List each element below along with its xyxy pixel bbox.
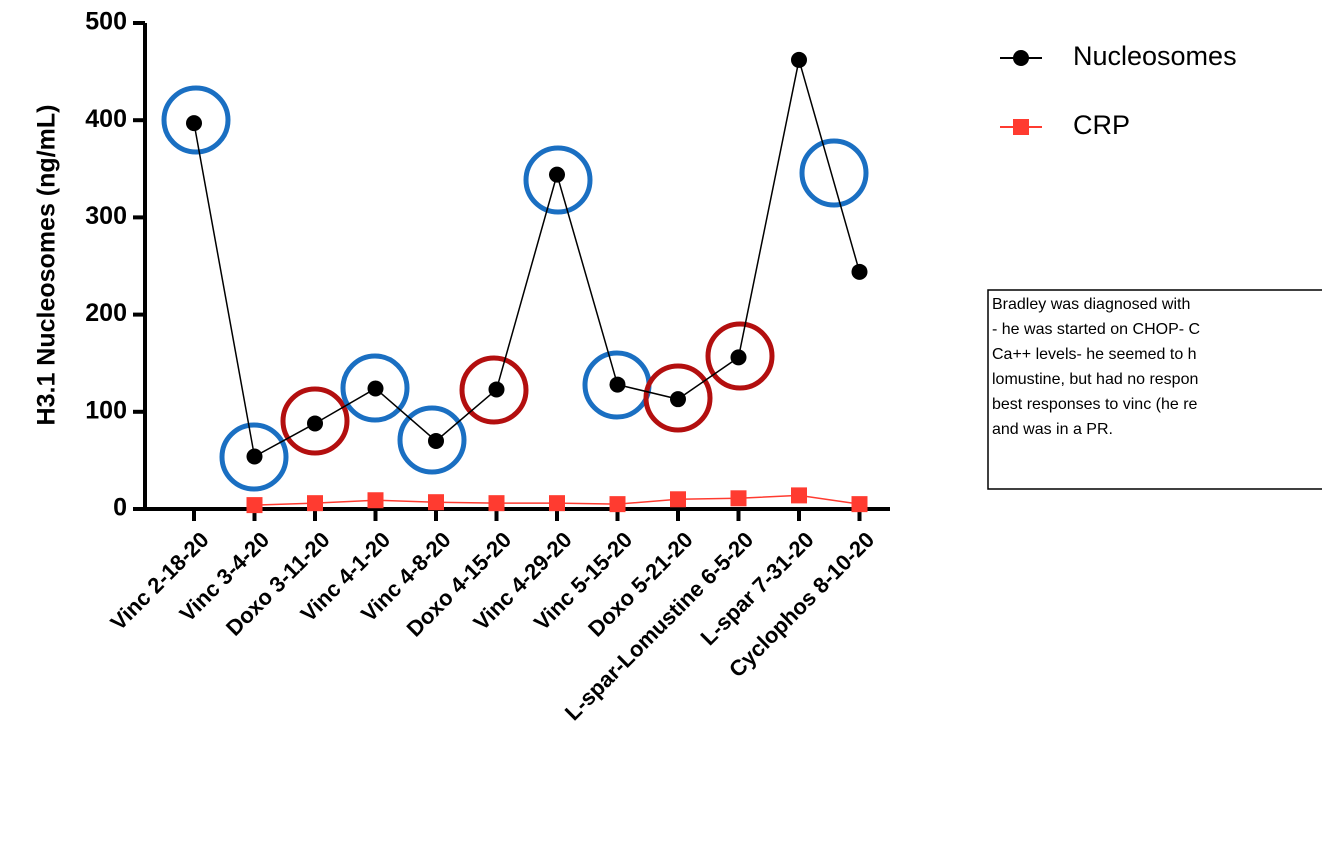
marker [670, 391, 686, 408]
highlight-circle [523, 145, 593, 215]
highlight-circle [459, 355, 529, 425]
marker [488, 381, 505, 398]
marker [791, 51, 807, 68]
legend-marker [1013, 119, 1029, 135]
annotation-line: best responses to vinc (he re [992, 396, 1198, 413]
highlight-circle [280, 386, 350, 456]
marker [246, 448, 263, 465]
annotation-line: and was in a PR. [992, 421, 1113, 438]
x-tick-label: Doxo 5-21-20 [583, 527, 698, 642]
y-tick-label: 100 [85, 396, 127, 424]
legend-marker [1013, 50, 1029, 66]
highlight-circle [219, 422, 289, 492]
legend-label: CRP [1073, 110, 1130, 140]
marker [791, 487, 807, 504]
marker [670, 491, 686, 508]
series-line [193, 59, 861, 458]
marker [609, 496, 626, 513]
highlight-circle [799, 138, 869, 208]
marker [367, 380, 384, 397]
highlight-circle [340, 353, 410, 423]
marker [246, 497, 263, 514]
highlight-circle [397, 405, 467, 475]
marker [851, 263, 868, 280]
marker [307, 495, 323, 512]
marker [730, 349, 747, 366]
y-tick-label: 0 [113, 494, 127, 522]
marker [186, 115, 202, 132]
marker [609, 376, 626, 393]
marker [488, 495, 505, 512]
annotation-box [987, 289, 1322, 490]
marker [428, 494, 444, 511]
marker [549, 166, 565, 183]
y-axis-label: H3.1 Nucleosomes (ng/mL) [33, 105, 61, 426]
marker [549, 495, 565, 512]
x-tick-label: Doxo 4-15-20 [402, 527, 517, 642]
highlight-circle [705, 321, 775, 391]
legend-label: Nucleosomes [1073, 41, 1237, 71]
marker [428, 432, 444, 449]
marker [367, 492, 384, 509]
annotation-line: - he was started on CHOP- C [992, 321, 1200, 338]
annotation-line: Bradley was diagnosed with [992, 296, 1190, 313]
y-tick-label: 200 [85, 299, 127, 327]
y-tick-label: 500 [85, 8, 127, 36]
annotation-line: Ca++ levels- he seemed to h [992, 346, 1197, 363]
highlight-circle [161, 85, 231, 155]
annotation-line: lomustine, but had no respon [992, 371, 1198, 388]
y-tick-label: 300 [85, 202, 127, 230]
marker [730, 490, 747, 507]
marker [307, 415, 323, 432]
y-tick-label: 400 [85, 105, 127, 133]
highlight-circles [161, 85, 869, 492]
marker [851, 496, 868, 513]
highlight-circle [643, 363, 713, 433]
